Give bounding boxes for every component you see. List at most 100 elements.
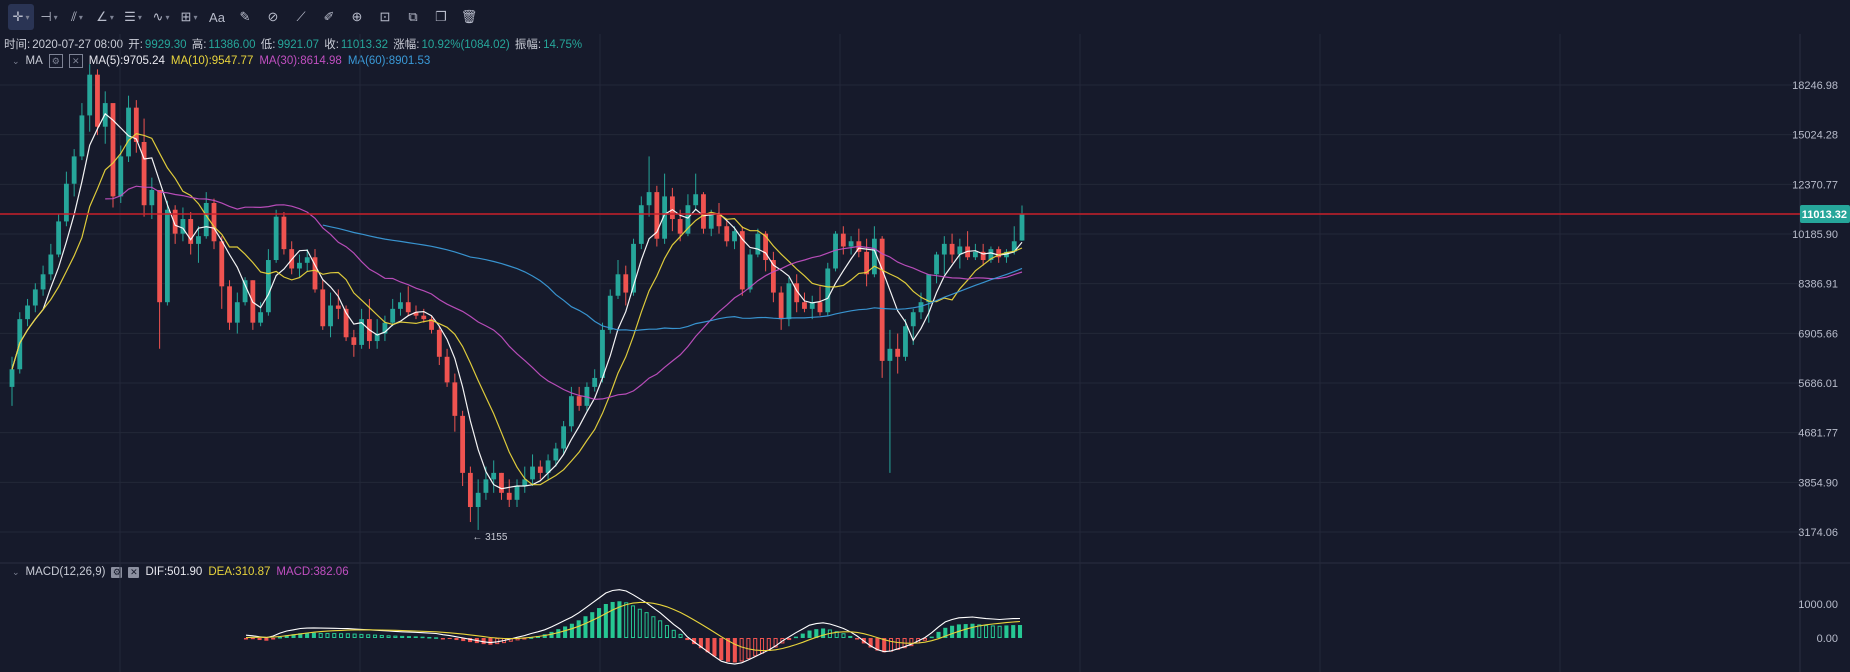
macd-histogram-bar bbox=[909, 638, 914, 647]
ohlc-info-line: 时间: 2020-07-27 08:00 开: 9929.30 高: 11386.00… bbox=[4, 36, 584, 52]
macd-histogram-bar bbox=[427, 636, 432, 639]
candle-body bbox=[180, 219, 186, 234]
amplitude-value: 14.75% bbox=[543, 39, 583, 51]
candle-body bbox=[934, 254, 939, 275]
measure-icon: ⊞ bbox=[180, 9, 192, 24]
ma-settings-icon[interactable]: ⚙ bbox=[48, 54, 63, 68]
candle-body bbox=[164, 209, 170, 303]
candle-body bbox=[623, 274, 629, 293]
candle-body bbox=[71, 156, 77, 184]
candle-body bbox=[444, 356, 450, 383]
candle-body bbox=[732, 231, 737, 242]
open-label: 开: bbox=[128, 39, 143, 51]
text-tool-button[interactable]: Aa bbox=[204, 4, 230, 30]
candle-body bbox=[467, 472, 473, 508]
macd-histogram-bar bbox=[753, 638, 758, 657]
macd-histogram-bar bbox=[637, 608, 642, 639]
horizontal-line-tool-button[interactable]: ⊣ ▾ bbox=[36, 4, 62, 30]
patterns-tool-button[interactable]: ∿ ▾ bbox=[148, 4, 174, 30]
collapse-ma-icon[interactable]: ⌄ bbox=[12, 55, 20, 66]
candle-body bbox=[421, 315, 427, 320]
macd-histogram-bar bbox=[685, 638, 690, 641]
macd-histogram-bar bbox=[325, 632, 330, 639]
chevron-down-icon[interactable]: ▾ bbox=[193, 12, 198, 22]
macd-histogram-bar bbox=[658, 620, 663, 639]
macd-histogram-bar bbox=[379, 634, 384, 639]
candle-body bbox=[328, 305, 333, 327]
macd-histogram-bar bbox=[888, 638, 894, 652]
fib-lines-icon: ☰ bbox=[124, 9, 136, 24]
macd-histogram-bar bbox=[271, 638, 276, 640]
candle-body bbox=[677, 219, 683, 234]
duplicate-tool-button[interactable]: ❐ bbox=[428, 4, 454, 30]
macd-y-tick-label: 0.00 bbox=[1817, 633, 1838, 645]
y-tick-label: 8386.91 bbox=[1798, 279, 1838, 291]
chevron-down-icon[interactable]: ▾ bbox=[78, 12, 83, 22]
fib-lines-tool-button[interactable]: ☰ ▾ bbox=[120, 4, 146, 30]
candle-body bbox=[724, 226, 730, 242]
candle-body bbox=[483, 479, 489, 493]
change-label: 涨幅: bbox=[393, 39, 420, 51]
macd-histogram-bar bbox=[664, 625, 669, 639]
chevron-down-icon[interactable]: ▾ bbox=[165, 12, 170, 22]
collapse-macd-icon[interactable]: ⌄ bbox=[12, 566, 20, 577]
magnet-tool-button[interactable]: ⊘ bbox=[260, 4, 286, 30]
macd-histogram-bar bbox=[624, 602, 629, 638]
candle-body bbox=[662, 196, 668, 239]
ma-close-icon[interactable]: ✕ bbox=[68, 54, 83, 68]
lock-tool-button[interactable]: ⊡ bbox=[372, 4, 398, 30]
candle-body bbox=[398, 302, 403, 309]
candle-body bbox=[227, 286, 232, 323]
candle-body bbox=[203, 202, 209, 237]
y-tick-label: 10185.90 bbox=[1792, 229, 1838, 241]
candle-body bbox=[739, 231, 745, 290]
candle-body bbox=[265, 260, 271, 313]
macd-histogram-bar bbox=[542, 634, 547, 638]
trash-tool-button[interactable]: 🗑 bbox=[456, 4, 482, 30]
macd-histogram-bar bbox=[440, 638, 445, 640]
candle-body bbox=[988, 249, 994, 261]
brush-tool-button[interactable]: ✎ bbox=[232, 4, 258, 30]
pencil-tool-button[interactable]: ✐ bbox=[316, 4, 342, 30]
chevron-down-icon[interactable]: ▾ bbox=[109, 12, 114, 22]
candle-body bbox=[48, 254, 54, 275]
macd-histogram-bar bbox=[963, 624, 968, 638]
measure-tool-button[interactable]: ⊞ ▾ bbox=[176, 4, 202, 30]
macd-histogram-bar bbox=[556, 629, 561, 638]
macd-histogram-bar bbox=[882, 638, 887, 653]
candle-body bbox=[553, 448, 559, 461]
macd-histogram-bar bbox=[936, 631, 941, 638]
candle-body bbox=[436, 329, 442, 357]
ma10-line bbox=[11, 133, 1023, 486]
candle-body bbox=[817, 302, 823, 313]
macd-histogram-bar bbox=[868, 638, 873, 648]
candle-body bbox=[157, 189, 163, 303]
crosshair-tool-button[interactable]: ✛ ▾ bbox=[8, 4, 34, 30]
angle-tool-button[interactable]: ∠ ▾ bbox=[92, 4, 118, 30]
chevron-down-icon[interactable]: ▾ bbox=[53, 12, 58, 22]
y-tick-label: 4681.77 bbox=[1798, 428, 1838, 440]
candle-body bbox=[491, 472, 497, 480]
dea-value: DEA:310.87 bbox=[208, 566, 271, 578]
candle-body bbox=[172, 209, 178, 234]
chevron-down-icon[interactable]: ▾ bbox=[137, 12, 142, 22]
change-value: 10.92%(1084.02) bbox=[421, 39, 510, 51]
ruler-tool-button[interactable]: ⟋ bbox=[288, 4, 314, 30]
macd-settings-icon[interactable]: ⚙ bbox=[111, 566, 123, 578]
macd-histogram-bar bbox=[298, 633, 303, 638]
macd-histogram-bar bbox=[284, 635, 289, 638]
candle-body bbox=[343, 308, 349, 338]
trash-icon: 🗑 bbox=[460, 9, 478, 24]
macd-close-icon[interactable]: ✕ bbox=[128, 566, 140, 578]
macd-histogram-bar bbox=[800, 633, 805, 638]
macd-histogram-bar bbox=[705, 638, 710, 653]
chevron-down-icon[interactable]: ▾ bbox=[25, 12, 30, 22]
high-value: 11386.00 bbox=[208, 39, 256, 51]
ma30-value: MA(30):8614.98 bbox=[259, 55, 342, 67]
text-icon: Aa bbox=[209, 9, 225, 25]
trend-lines-tool-button[interactable]: ⫽ ▾ bbox=[64, 4, 90, 30]
eye-tool-button[interactable]: ⊕ bbox=[344, 4, 370, 30]
copy-tool-button[interactable]: ⧉ bbox=[400, 4, 426, 30]
candle-body bbox=[833, 233, 838, 269]
